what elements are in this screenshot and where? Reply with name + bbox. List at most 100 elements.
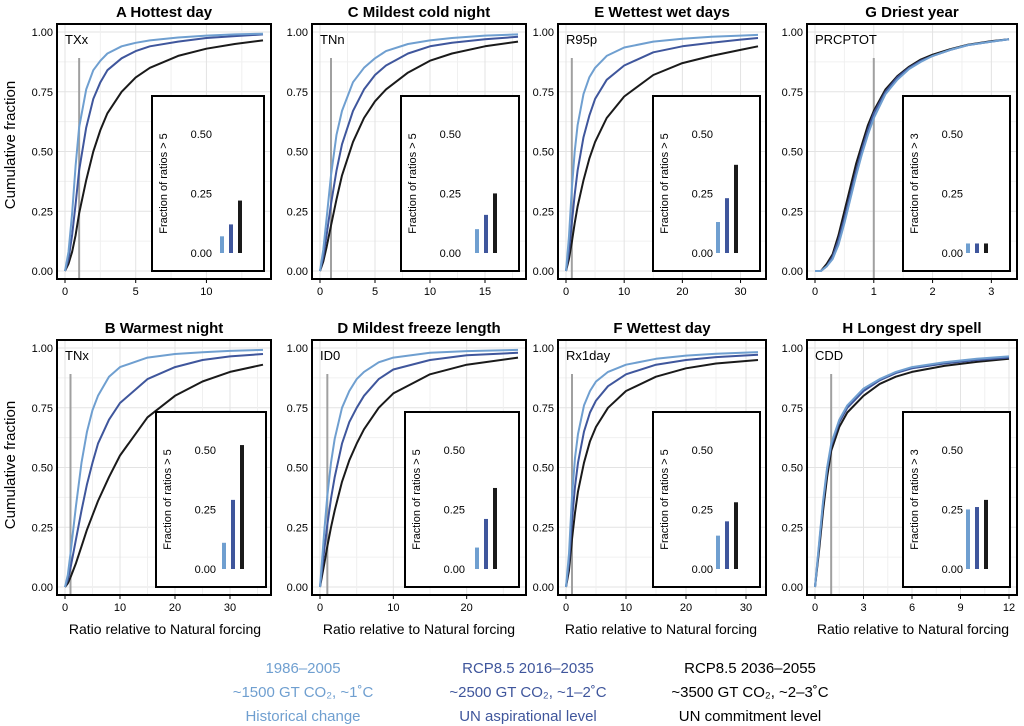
series-line-historical [319,33,519,272]
inset-y-tick: 0.50 [191,129,212,141]
inset-bar-commitment [734,502,738,569]
y-tick-label: 0.00 [32,266,53,278]
panel-frame [557,339,767,596]
panel-H: H Longest dry spell CDD 0.00 0.25 0.50 0.75 1.… [782,320,1018,614]
y-tick-label: 0.00 [287,582,308,594]
y-tick-label: 0.25 [287,206,308,218]
inset-bar-commitment [734,164,738,253]
y-tick-label: 0.25 [533,206,554,218]
x-axis-label-3: Ratio relative to Natural forcing [565,621,757,637]
panel-G: G Driest year PRCPTOT 0.00 0.25 0.50 0.75 1.00… [782,4,1018,298]
series-line-historical [815,38,1010,272]
inset-bar-commitment [240,445,244,569]
inset-bar-commitment [984,243,988,253]
index-label: TNn [320,32,345,47]
y-tick-label: 0.00 [533,582,554,594]
y-tick-label: 1.00 [782,343,803,355]
y-tick-label: 0.50 [32,463,53,475]
inset-bar-aspirational [484,214,488,253]
x-tick-label: 0 [812,286,818,298]
inset-bar-historical [475,547,479,569]
inset-bar-historical [222,542,226,569]
panel-B: B Warmest night TNx 0.00 0.25 0.50 0.75 1.00 0 1… [32,320,272,614]
inset-bar-historical [716,535,720,569]
inset-frame [902,411,1011,588]
panel-title: B Warmest night [105,320,224,337]
x-tick-label: 5 [133,286,139,298]
inset-bar-historical [716,222,720,253]
inset-y-label: Fraction of ratios > 3 [909,133,921,234]
legend-commitment-line1: RCP8.5 2036–2055 [684,660,816,677]
index-label: PRCPTOT [815,32,877,47]
inset-bar-aspirational [975,507,979,569]
inset-y-tick: 0.00 [195,564,216,576]
panel-frame [56,23,272,280]
series-line-aspirational [64,353,264,588]
index-label: R95p [566,32,597,47]
x-tick-label: 10 [200,286,212,298]
inset-frame [652,95,761,272]
series-line-commitment [319,40,519,272]
x-tick-label: 9 [957,602,963,614]
y-tick-label: 0.50 [782,147,803,159]
inset-y-tick: 0.25 [692,188,713,200]
inset-B: Fraction of ratios > 5 0.00 0.25 0.50 [155,411,267,588]
y-tick-label: 0.75 [32,403,53,415]
legend-aspirational-line3: UN aspirational level [459,708,597,725]
y-tick-label: 0.00 [782,582,803,594]
y-tick-label: 1.00 [32,27,53,39]
inset-y-tick: 0.00 [440,248,461,260]
inset-y-tick: 0.00 [692,248,713,260]
inset-frame [902,95,1011,272]
inset-frame [151,95,265,272]
inset-y-tick: 0.00 [444,564,465,576]
y-tick-label: 1.00 [287,343,308,355]
inset-y-tick: 0.25 [195,504,216,516]
inset-bar-commitment [984,499,988,569]
series-line-commitment [565,45,759,272]
y-tick-label: 0.50 [287,463,308,475]
series-line-commitment [64,363,264,588]
inset-bar-commitment [493,193,497,253]
y-tick-label: 0.00 [287,266,308,278]
x-tick-label: 0 [317,286,323,298]
inset-frame [155,411,267,588]
y-axis-label-bottom: Cumulative fraction [2,401,19,529]
index-label: ID0 [320,348,340,363]
inset-y-tick: 0.50 [942,445,963,457]
y-axis-label-top: Cumulative fraction [2,81,19,209]
y-tick-label: 1.00 [533,27,554,39]
y-tick-label: 0.25 [32,522,53,534]
series-line-historical [814,355,1010,588]
y-tick-label: 0.50 [32,147,53,159]
x-tick-label: 10 [618,286,630,298]
y-tick-label: 0.00 [533,266,554,278]
series-line-aspirational [64,33,264,272]
y-tick-label: 1.00 [782,27,803,39]
inset-frame [652,411,761,588]
y-tick-label: 0.25 [287,522,308,534]
legend-item-aspirational: RCP8.5 2016–2035 ~2500 GT CO₂, ~1–2˚C UN… [449,660,606,725]
x-tick-label: 12 [1003,602,1015,614]
panel-title: H Longest dry spell [842,320,981,337]
index-label: TNx [65,348,89,363]
inset-bar-aspirational [975,243,979,253]
inset-bar-aspirational [231,499,235,569]
x-tick-label: 30 [224,602,236,614]
y-tick-label: 0.75 [287,403,308,415]
panel-E: E Wettest wet days R95p 0.00 0.25 0.50 0.75 1.… [533,4,767,298]
legend-historical-line3: Historical change [245,708,360,725]
x-tick-label: 6 [909,602,915,614]
x-tick-label: 0 [812,602,818,614]
x-tick-label: 0 [62,602,68,614]
series-line-aspirational [319,351,519,588]
x-tick-label: 10 [424,286,436,298]
panel-title: F Wettest day [613,320,711,337]
legend-historical-line2: ~1500 GT CO₂, ~1˚C [233,684,374,701]
x-axis-label-4: Ratio relative to Natural forcing [817,621,1009,637]
y-tick-label: 0.75 [533,87,554,99]
x-tick-label: 2 [930,286,936,298]
x-tick-label: 3 [860,602,866,614]
inset-y-tick: 0.00 [692,564,713,576]
inset-y-label: Fraction of ratios > 5 [411,449,423,550]
